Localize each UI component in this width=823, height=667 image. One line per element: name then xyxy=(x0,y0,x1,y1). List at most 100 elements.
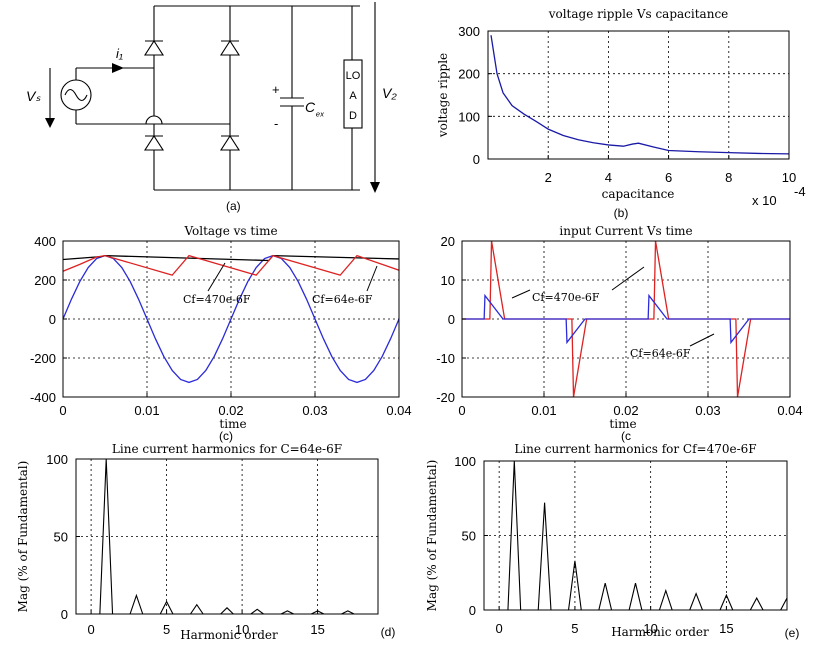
x-tick-label: 10 xyxy=(235,622,249,637)
x-tick-label: 0.02 xyxy=(218,403,243,418)
harmonic-peak xyxy=(537,502,552,610)
x-tick-label: 0.04 xyxy=(386,403,411,418)
x-axis-label: Harmonic order xyxy=(180,628,278,642)
harmonic-peak xyxy=(628,583,643,610)
harmonic-peak xyxy=(341,610,355,614)
load-box xyxy=(343,59,363,129)
x-tick-label: 0 xyxy=(458,403,465,418)
harmonic-peak xyxy=(749,596,764,610)
capacitor-minus-sign: - xyxy=(274,116,278,131)
harmonic-peak xyxy=(129,593,144,614)
x-tick-label: 5 xyxy=(571,621,578,636)
harmonic-peak xyxy=(99,459,114,614)
x-tick-label: 0 xyxy=(87,622,94,637)
y-tick-label: 10 xyxy=(441,273,455,288)
capacitor-subscript: ₑₓ xyxy=(316,107,324,119)
harmonic-peak xyxy=(280,610,294,614)
capacitor-plus-sign: + xyxy=(272,82,280,97)
plot-area xyxy=(490,35,789,155)
chart-title: Line current harmonics for Cf=470e-6F xyxy=(514,442,756,456)
y-tick-label: 0 xyxy=(469,603,476,618)
wire-crossover xyxy=(145,115,163,125)
x-tick-label: 10 xyxy=(782,170,796,185)
panel-caption: (b) xyxy=(614,206,629,220)
sine-symbol-icon xyxy=(64,88,88,102)
series-line-1 xyxy=(63,254,399,384)
chart-c1: 0 0.01 0.02 0.03 0.04 -400 -200 0 200 400 Voltage … xyxy=(30,224,412,443)
annotation-leader xyxy=(611,266,645,291)
x-axis-exponent-power: -4 xyxy=(794,184,806,199)
x-axis-label: Harmonic order xyxy=(611,625,709,639)
annotation-leader xyxy=(511,289,531,299)
circuit-labels: Vₛ i₁ + - C ₑₓ LO A D V₂ (a) xyxy=(26,46,397,213)
chart-title: input Current Vs time xyxy=(559,224,692,238)
y-tick-label: -200 xyxy=(30,351,56,366)
load-letter-3: D xyxy=(349,110,357,122)
plot-area xyxy=(462,241,790,397)
x-tick-label: 15 xyxy=(719,621,733,636)
chart-title: Line current harmonics for C=64e-6F xyxy=(112,442,342,456)
y-tick-label: 50 xyxy=(54,530,68,545)
panel-caption: (c xyxy=(621,429,631,443)
x-tick-label: 6 xyxy=(665,170,672,185)
chart-title: voltage ripple Vs capacitance xyxy=(548,7,729,21)
input-current-label: i₁ xyxy=(116,46,123,61)
plot-area xyxy=(507,461,787,610)
harmonic-peak xyxy=(507,461,522,610)
harmonic-peak xyxy=(780,596,787,610)
x-tick-label: 0 xyxy=(59,403,66,418)
panel-caption: (d) xyxy=(381,625,396,639)
y-tick-label: 100 xyxy=(454,454,476,469)
annotation-cf-470: Cf=470e-6F xyxy=(183,293,251,306)
plot-area xyxy=(99,459,355,614)
panel-caption: (e) xyxy=(785,626,800,640)
annotation-leader xyxy=(366,265,378,292)
x-tick-label: 2 xyxy=(545,170,552,185)
y-tick-label: 0 xyxy=(61,607,68,622)
harmonic-peak xyxy=(598,583,613,610)
y-tick-label: 200 xyxy=(34,273,56,288)
harmonic-peak xyxy=(250,608,264,614)
chart-c2: 0 0.01 0.02 0.03 0.04 -20 -10 0 10 20 input Curren… xyxy=(436,224,802,443)
x-axis-label: time xyxy=(219,417,246,431)
arrow-head-icon xyxy=(370,182,380,193)
x-axis-exponent: x 10 xyxy=(752,193,777,208)
load-letter-1: LO xyxy=(346,70,361,82)
diode-d3 xyxy=(219,39,241,56)
chart-d: 0 5 10 15 0 50 100 Line current harmonics for C… xyxy=(16,442,395,642)
y-tick-label: 400 xyxy=(34,234,56,249)
source-voltage-label: Vₛ xyxy=(26,88,41,104)
annotation-leader xyxy=(207,262,226,292)
harmonic-peak xyxy=(689,592,703,610)
y-axis-label: Mag (% of Fundamental) xyxy=(425,460,439,612)
y-tick-label: 0 xyxy=(448,312,455,327)
y-tick-label: 0 xyxy=(49,312,56,327)
y-tick-label: 300 xyxy=(458,24,480,39)
diode-d1 xyxy=(143,39,165,56)
chart-e: 0 5 10 15 0 50 100 Line current harmonics for C… xyxy=(425,442,799,640)
annotation-cf-64: Cf=64e-6F xyxy=(312,293,373,306)
rectifier-circuit-diagram xyxy=(45,2,380,193)
current-arrow-icon xyxy=(112,63,124,73)
x-tick-label: 15 xyxy=(310,622,324,637)
y-tick-label: 50 xyxy=(462,529,476,544)
x-tick-label: 0.04 xyxy=(777,403,802,418)
harmonic-peak xyxy=(567,560,582,610)
x-tick-label: 4 xyxy=(605,170,612,185)
arrow-head-icon xyxy=(45,118,55,128)
ac-source xyxy=(60,79,92,111)
series-line-3 xyxy=(63,254,399,276)
harmonic-peak xyxy=(658,588,673,610)
x-axis-label: time xyxy=(609,417,636,431)
harmonic-peak xyxy=(159,600,174,614)
annotation-leader xyxy=(689,333,715,347)
y-tick-label: 20 xyxy=(441,234,455,249)
y-tick-label: 200 xyxy=(458,67,480,82)
series-line-2 xyxy=(462,293,790,345)
y-tick-label: 100 xyxy=(46,452,68,467)
x-tick-label: 0 xyxy=(496,621,503,636)
axes-frame xyxy=(487,30,790,160)
